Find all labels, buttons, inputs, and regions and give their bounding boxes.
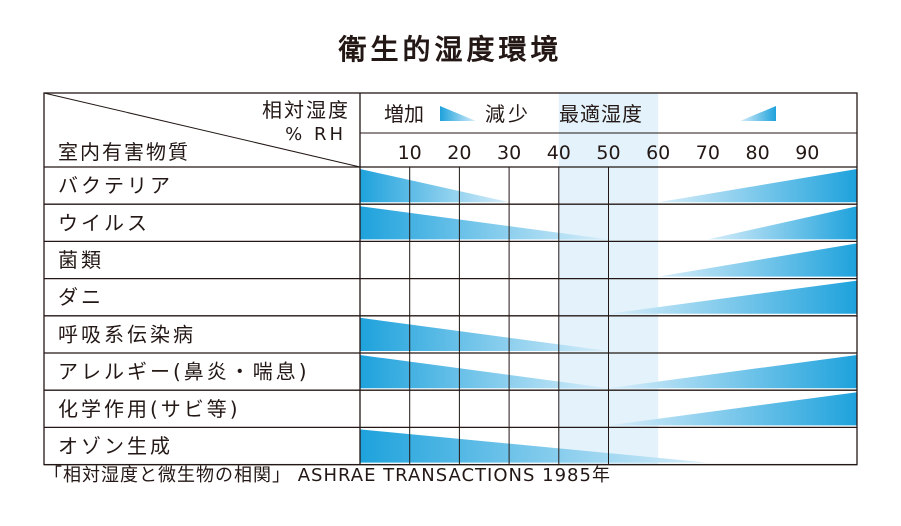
header-diagonal [43,92,361,168]
header-row-label: 室内有害物質 [58,140,190,164]
high-humidity-wedge [707,206,857,240]
legend-increase-swatch [440,106,476,121]
legend-decrease-label: 減少 [485,102,531,126]
high-humidity-wedge [658,169,857,203]
source-citation: 「相対湿度と微生物の相関」 ASHRAE TRANSACTIONS 1985年 [44,465,611,486]
row-label: 呼吸系伝染病 [58,322,196,346]
row-label: オゾン生成 [58,434,173,458]
header-unit-label: % RH [285,124,346,145]
x-tick-label: 70 [696,142,720,164]
header-humidity-label: 相対湿度 [262,98,350,122]
row-label: 菌類 [58,248,104,272]
low-humidity-wedge [360,429,708,463]
legend-optimal-label: 最適湿度 [559,102,643,126]
high-humidity-wedge [658,243,857,277]
x-tick-label: 50 [596,142,620,164]
low-humidity-wedge [360,169,510,203]
legend-increase-swatch-right [740,106,776,121]
row-label: ダニ [58,285,104,309]
x-tick-label: 40 [547,142,571,164]
x-tick-label: 20 [447,142,471,164]
x-tick-label: 10 [398,142,422,164]
x-tick-label: 60 [646,142,670,164]
x-tick-label: 80 [746,142,770,164]
legend-increase-label: 増加 [384,102,424,126]
row-label: バクテリア [58,174,173,198]
x-tick-label: 30 [497,142,521,164]
low-humidity-wedge [360,355,609,389]
high-humidity-wedge [608,392,857,426]
row-label: アレルギー(鼻炎・喘息) [58,360,310,384]
high-humidity-wedge [608,280,857,314]
row-label: ウイルス [58,211,150,235]
chart-title: 衛生的湿度環境 [338,33,563,66]
x-tick-label: 90 [795,142,819,164]
row-label: 化学作用(サビ等) [58,397,241,421]
low-humidity-wedge [360,206,609,240]
high-humidity-wedge [608,355,857,389]
low-humidity-wedge [360,317,609,351]
